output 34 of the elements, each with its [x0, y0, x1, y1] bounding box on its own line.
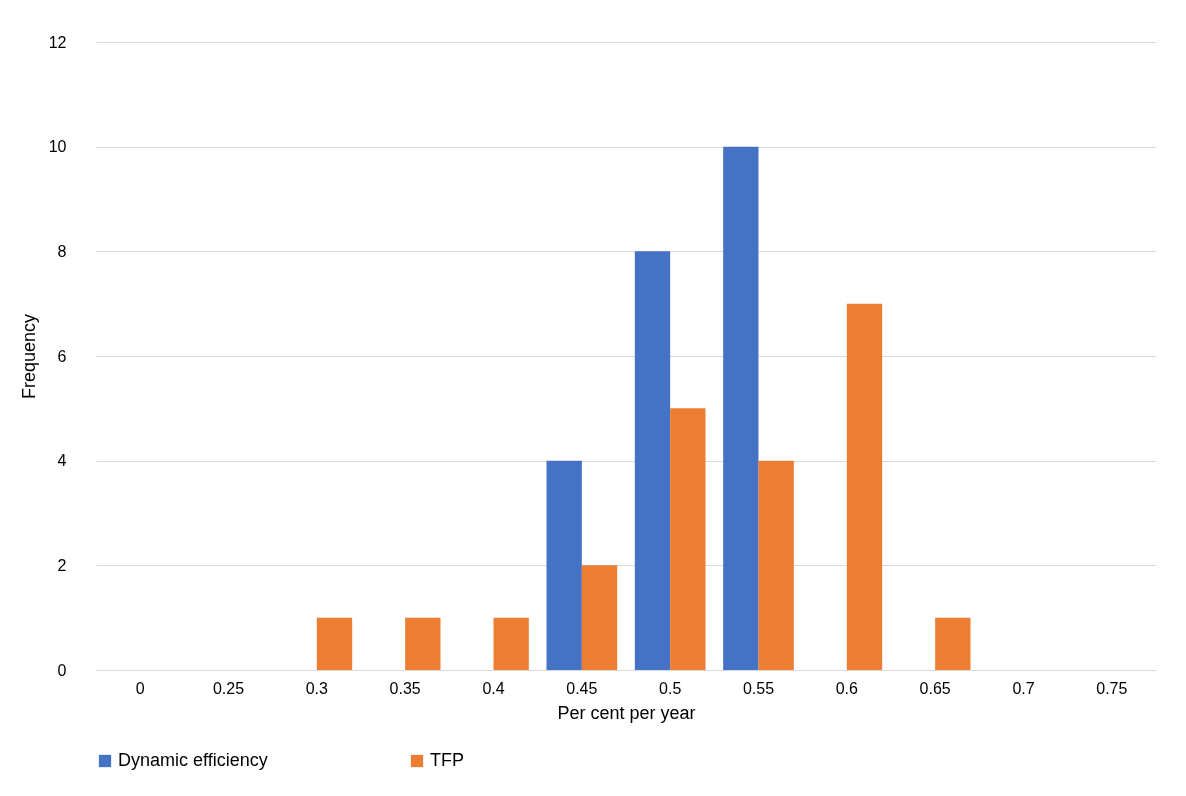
x-axis-title: Per cent per year: [557, 702, 696, 723]
x-tick-label: 0.7: [1012, 679, 1035, 697]
y-tick-label: 2: [57, 556, 67, 574]
bar: [493, 617, 529, 670]
y-axis-title: Frequency: [18, 313, 39, 400]
x-tick-label: 0.35: [389, 679, 421, 697]
bar: [546, 460, 582, 670]
x-tick-label: 0.25: [212, 679, 245, 697]
x-tick-label: 0.65: [919, 679, 951, 697]
x-tick-label: 0.3: [305, 679, 329, 697]
x-tick-label: 0.4: [482, 679, 505, 697]
bar: [405, 617, 441, 670]
bar: [846, 303, 883, 670]
bar: [758, 460, 794, 670]
bar: [670, 408, 706, 670]
bar: [935, 617, 971, 670]
y-tick-label: 10: [48, 138, 67, 156]
x-tick-label: 0.5: [659, 679, 682, 697]
bar: [723, 146, 759, 670]
bar: [581, 565, 618, 670]
bar: [634, 251, 671, 670]
y-tick-label: 12: [48, 33, 67, 51]
x-tick-label: 0.55: [742, 679, 775, 697]
x-tick-label: 0.45: [566, 679, 598, 697]
legend-label: TFP: [430, 750, 464, 770]
x-tick-label: 0: [135, 679, 145, 697]
y-tick-label: 8: [57, 242, 67, 260]
bar: [316, 617, 353, 670]
legend-label: Dynamic efficiency: [118, 750, 268, 770]
x-tick-label: 0.6: [835, 679, 859, 697]
y-tick-label: 6: [57, 347, 67, 365]
x-tick-label: 0.75: [1096, 679, 1128, 697]
y-tick-label: 4: [57, 452, 67, 470]
y-tick-label: 0: [57, 661, 67, 679]
